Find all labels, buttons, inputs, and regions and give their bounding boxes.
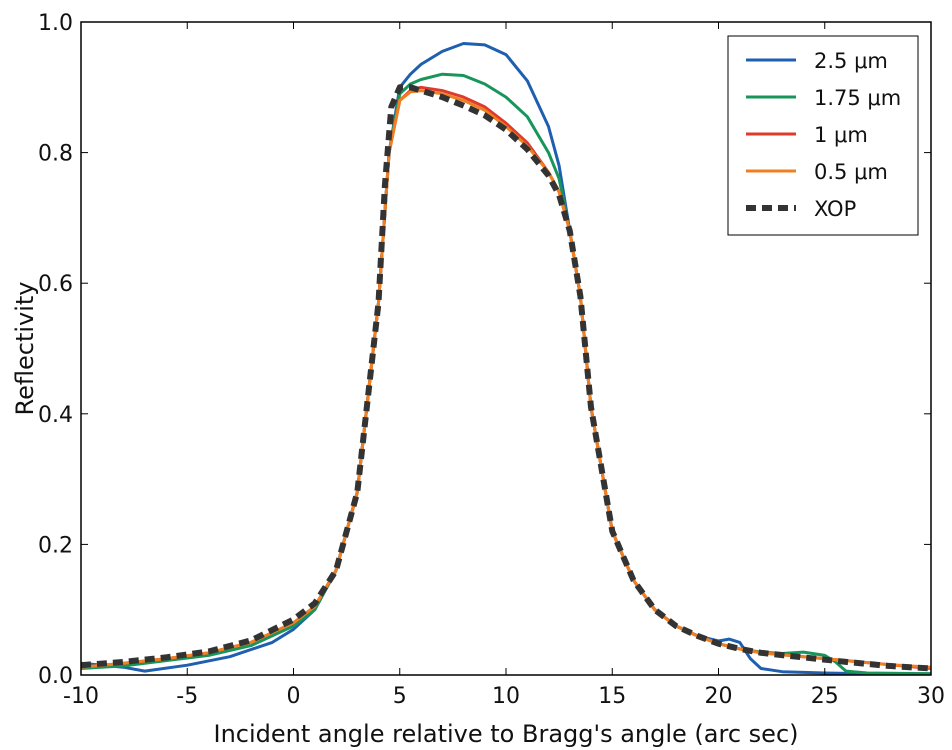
series-line-0 bbox=[80, 42, 931, 676]
x-tick-label: -5 bbox=[176, 684, 198, 709]
legend-label-1: 1.75 μm bbox=[814, 86, 901, 110]
ticks-layer: -10 -5 0 5 10 15 20 25 30 0.0 0.2 0.4 0.6 0.8 1.0 bbox=[38, 11, 945, 709]
series-layer bbox=[80, 42, 932, 676]
x-tick-label: -10 bbox=[63, 684, 99, 709]
y-axis-label: Reflectivity bbox=[11, 281, 39, 415]
y-tick-label: 0.2 bbox=[38, 533, 73, 558]
legend-label-4: XOP bbox=[814, 197, 856, 221]
legend-label-2: 1 μm bbox=[814, 123, 868, 147]
y-tick-label: 0.4 bbox=[38, 403, 73, 428]
x-tick-label: 30 bbox=[917, 684, 945, 709]
legend-label-3: 0.5 μm bbox=[814, 160, 888, 184]
y-tick-label: 0.6 bbox=[38, 272, 73, 297]
series-line-4 bbox=[80, 84, 932, 672]
x-tick-label: 0 bbox=[287, 684, 301, 709]
legend-label-0: 2.5 μm bbox=[814, 49, 888, 73]
x-tick-label: 5 bbox=[393, 684, 407, 709]
legend: 2.5 μm 1.75 μm 1 μm 0.5 μm XOP bbox=[727, 35, 919, 236]
y-tick-label: 0.8 bbox=[38, 142, 73, 167]
x-tick-label: 25 bbox=[811, 684, 839, 709]
y-tick-label: 0.0 bbox=[38, 664, 73, 689]
x-tick-label: 15 bbox=[598, 684, 626, 709]
x-tick-label: 10 bbox=[492, 684, 520, 709]
x-tick-label: 20 bbox=[705, 684, 733, 709]
x-axis-label: Incident angle relative to Bragg's angle… bbox=[213, 720, 798, 748]
y-tick-label: 1.0 bbox=[38, 11, 73, 36]
